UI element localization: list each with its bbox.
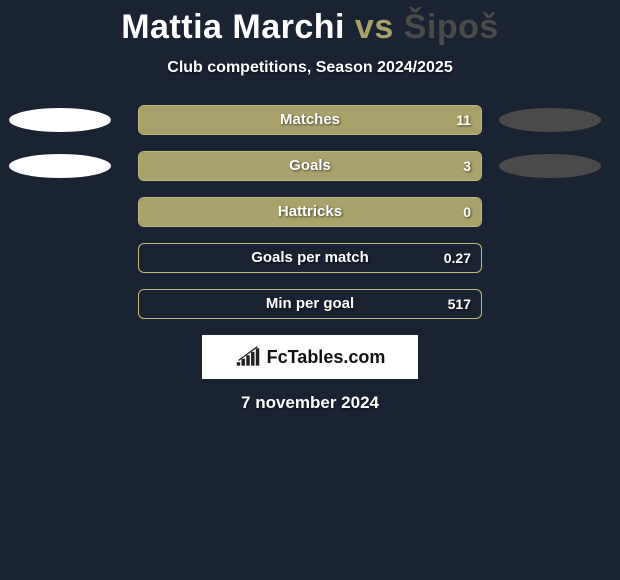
stat-value: 0 <box>463 198 471 226</box>
comparison-card: Mattia Marchi vs Šipoš Club competitions… <box>0 0 620 580</box>
stat-value: 11 <box>456 106 471 134</box>
stat-value: 3 <box>463 152 471 180</box>
stat-bar: Min per goal517 <box>138 289 482 319</box>
stat-label: Min per goal <box>139 290 481 318</box>
stat-value: 0.27 <box>444 244 471 272</box>
title: Mattia Marchi vs Šipoš <box>0 0 620 47</box>
player1-name: Mattia Marchi <box>121 8 345 46</box>
stat-label: Hattricks <box>139 198 481 226</box>
vs-label: vs <box>355 8 394 46</box>
stat-row: Goals per match0.27 <box>0 243 620 273</box>
stat-row: Goals3 <box>0 151 620 181</box>
bar-chart-icon <box>235 346 261 368</box>
logo-box: FcTables.com <box>202 335 418 379</box>
stat-bar: Matches11 <box>138 105 482 135</box>
stat-row: Min per goal517 <box>0 289 620 319</box>
subtitle: Club competitions, Season 2024/2025 <box>0 59 620 77</box>
stat-bar: Goals per match0.27 <box>138 243 482 273</box>
player2-oval <box>499 108 601 132</box>
stat-row: Matches11 <box>0 105 620 135</box>
date-label: 7 november 2024 <box>0 393 620 413</box>
logo-text: FcTables.com <box>267 347 386 368</box>
player2-name: Šipoš <box>404 8 499 46</box>
player2-oval <box>499 154 601 178</box>
player1-oval <box>9 154 111 178</box>
stat-label: Matches <box>139 106 481 134</box>
stat-row: Hattricks0 <box>0 197 620 227</box>
player1-oval <box>9 108 111 132</box>
stat-label: Goals <box>139 152 481 180</box>
stat-bar: Hattricks0 <box>138 197 482 227</box>
stat-label: Goals per match <box>139 244 481 272</box>
stat-bar: Goals3 <box>138 151 482 181</box>
stat-value: 517 <box>448 290 471 318</box>
stats-bars: Matches11 Goals3 Hattricks0 Goals per match… <box>0 105 620 319</box>
